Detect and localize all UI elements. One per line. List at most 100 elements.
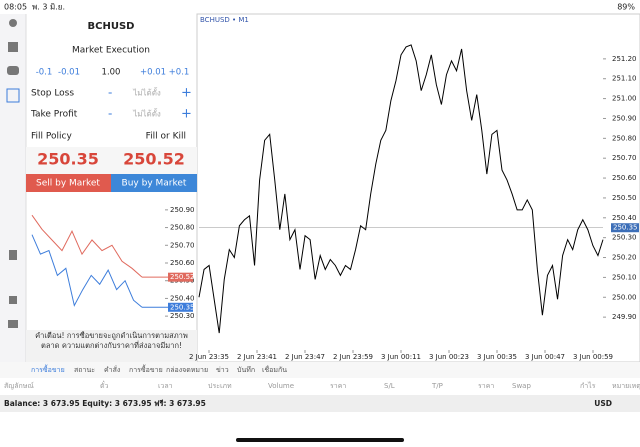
buy-label[interactable]: Buy by Market	[122, 179, 187, 189]
price-line	[198, 44, 604, 334]
warning-text: คำเตือน! การซื้อขายจะถูกดำเนินการตามสภาพ…	[35, 331, 188, 350]
warning-box	[26, 330, 197, 362]
bid-tag	[611, 223, 639, 233]
ask-price: 250.52	[123, 150, 185, 169]
fill-value: Fill or Kill	[146, 132, 186, 142]
x-tick-label: 3 Jun 00:35	[477, 353, 517, 361]
chart-title: BCHUSD • M1	[200, 16, 249, 24]
volume-step: 1.00	[102, 68, 121, 78]
x-tick-label: 2 Jun 23:35	[189, 353, 229, 361]
icon[interactable]	[8, 320, 18, 328]
warning: คำเตือน! การซื้อขายจะถูกดำเนินการตามสภาพ…	[35, 331, 188, 350]
tab[interactable]: การซื้อขาย	[31, 363, 65, 374]
bid-price: 250.35	[37, 150, 99, 169]
y-tick-label: 250.70	[170, 241, 195, 249]
y-tick-label: 250.60	[612, 174, 637, 182]
table-header: ราคา	[330, 382, 346, 390]
y-tick-label: 249.90	[612, 313, 637, 321]
tab[interactable]: คำสั่ง	[104, 365, 120, 374]
table-header: Swap	[512, 382, 531, 390]
y-tick-label: 250.30	[170, 312, 195, 320]
y-tick-label: 250.20	[612, 254, 637, 262]
y-tick-label: 250.90	[612, 114, 637, 122]
y-tick-label: 250.50	[612, 194, 637, 202]
tab-bar	[0, 362, 640, 378]
status-time: 08:05	[4, 3, 27, 12]
mini-series	[31, 234, 143, 308]
balance-bar	[0, 395, 640, 412]
buy-button[interactable]	[111, 174, 197, 192]
y-tick-label: 250.10	[612, 273, 637, 281]
y-tick-label: 250.80	[612, 134, 637, 142]
symbol[interactable]: BCHUSD	[88, 21, 135, 32]
table-header: T/P	[431, 382, 443, 390]
tp-minus[interactable]: -	[108, 107, 112, 121]
icon[interactable]	[7, 66, 19, 75]
fill-label: Fill Policy	[31, 132, 72, 142]
tab[interactable]: เชื่อมกัน	[262, 365, 287, 374]
icon[interactable]	[6, 88, 20, 103]
table-header: Volume	[268, 382, 294, 390]
x-tick-label: 2 Jun 23:41	[237, 353, 277, 361]
icon[interactable]	[9, 296, 17, 304]
x-tick-label: 2 Jun 23:47	[285, 353, 325, 361]
x-tick-label: 3 Jun 00:11	[381, 353, 421, 361]
marker-tag	[168, 272, 193, 282]
icon[interactable]	[9, 19, 17, 27]
bid-tag-label: 250.35	[613, 224, 638, 232]
mini-series	[31, 214, 143, 278]
home-indicator	[236, 438, 404, 442]
y-tick-label: 250.00	[612, 293, 637, 301]
y-tick-label: 251.00	[612, 95, 637, 103]
currency: USD	[594, 399, 612, 408]
table-header: หมายเหตุ	[612, 382, 640, 390]
tab[interactable]: สถานะ	[74, 366, 95, 374]
volume-step[interactable]: -0.01	[58, 68, 80, 78]
icon[interactable]	[8, 42, 18, 52]
y-tick-label: 251.20	[612, 55, 637, 63]
y-tick-label: 250.60	[170, 259, 195, 267]
y-tick-label: 251.10	[612, 75, 637, 83]
sell-label[interactable]: Sell by Market	[36, 179, 100, 189]
marker-tag	[168, 302, 193, 312]
table-header: กำไร	[580, 381, 596, 390]
sl-value[interactable]: ไม่ได้ตั้ง	[132, 87, 161, 98]
tab[interactable]: ข่าว	[216, 366, 229, 374]
y-tick-label: 250.40	[612, 214, 637, 222]
y-tick-label: 250.90	[170, 206, 195, 214]
volume-step[interactable]: +0.1	[169, 68, 190, 78]
tab[interactable]: กล่องจดหมาย	[166, 366, 208, 374]
tp-label: Take Profit	[30, 110, 78, 120]
status-battery: 89%	[617, 3, 635, 12]
sell-button[interactable]	[26, 174, 111, 192]
table-header: ราคา	[478, 382, 494, 390]
tp-plus[interactable]: +	[181, 107, 192, 122]
icon[interactable]	[9, 250, 17, 260]
table-header: ตั๋ว	[100, 381, 109, 390]
tab[interactable]: การซื้อขาย	[129, 363, 163, 374]
tab[interactable]: บันทึก	[237, 365, 255, 374]
status-date: พ. 3 มิ.ย.	[32, 3, 65, 12]
y-tick-label: 250.70	[612, 154, 637, 162]
y-tick-label: 250.80	[170, 224, 195, 232]
table-header: สัญลักษณ์	[4, 382, 34, 390]
marker-label: 250.35	[170, 303, 195, 311]
volume-step[interactable]: +0.01	[140, 68, 166, 78]
sl-plus[interactable]: +	[181, 86, 192, 101]
execution-mode: Market Execution	[72, 46, 150, 56]
volume-step[interactable]: -0.1	[36, 68, 53, 78]
tp-value[interactable]: ไม่ได้ตั้ง	[132, 108, 161, 119]
table-header: ประเภท	[208, 382, 232, 390]
y-tick-label: 250.30	[612, 234, 637, 242]
x-tick-label: 3 Jun 00:59	[573, 353, 613, 361]
marker-label: 250.52	[170, 273, 195, 281]
balance: Balance: 3 673.95 Equity: 3 673.95 ฟรี: …	[4, 399, 206, 408]
x-tick-label: 2 Jun 23:59	[333, 353, 373, 361]
sl-label: Stop Loss	[31, 89, 74, 99]
sidebar-icons	[6, 19, 20, 328]
table-header: เวลา	[158, 382, 173, 390]
sl-minus[interactable]: -	[108, 86, 112, 100]
table-header: S/L	[384, 382, 395, 390]
